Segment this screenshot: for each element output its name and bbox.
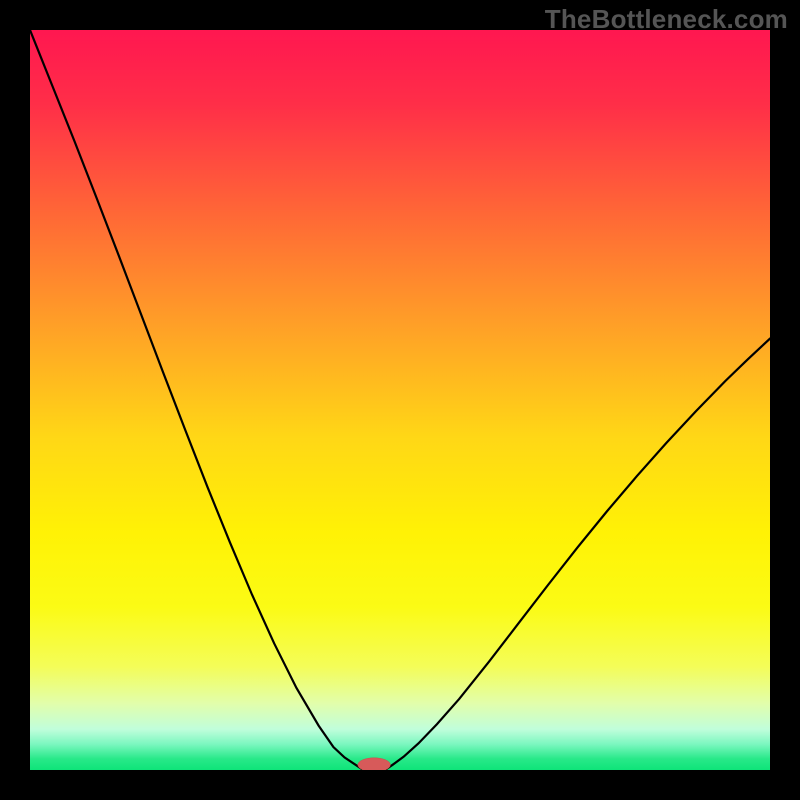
- watermark: TheBottleneck.com: [545, 4, 788, 35]
- chart-background: [30, 30, 770, 770]
- plot-area: [30, 30, 770, 770]
- watermark-text: TheBottleneck.com: [545, 4, 788, 34]
- chart-frame: [30, 30, 770, 770]
- min-marker: [358, 758, 391, 770]
- chart-svg: [30, 30, 770, 770]
